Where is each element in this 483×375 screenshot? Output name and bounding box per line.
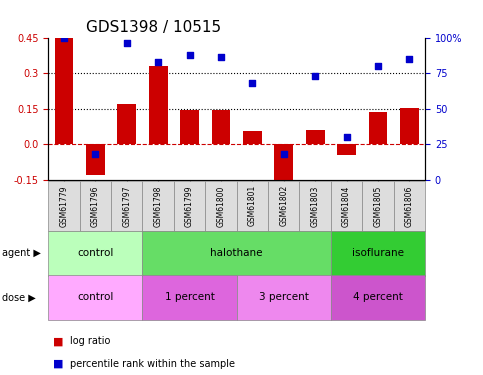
FancyBboxPatch shape [142,181,174,231]
Text: GSM61806: GSM61806 [405,185,414,226]
Bar [212,110,230,144]
Point [374,63,382,69]
Point [312,73,319,79]
FancyBboxPatch shape [237,275,331,320]
FancyBboxPatch shape [48,231,142,276]
FancyBboxPatch shape [174,181,205,231]
FancyBboxPatch shape [331,181,362,231]
Bar [149,66,168,144]
Text: GSM61797: GSM61797 [122,185,131,226]
FancyBboxPatch shape [268,181,299,231]
Bar [117,104,136,144]
Point [155,59,162,65]
Text: GSM61799: GSM61799 [185,185,194,226]
FancyBboxPatch shape [80,181,111,231]
Text: halothane: halothane [211,249,263,258]
Bar [337,144,356,155]
FancyBboxPatch shape [205,181,237,231]
Text: dose ▶: dose ▶ [2,292,36,302]
Bar [400,108,419,144]
Text: isoflurane: isoflurane [352,249,404,258]
FancyBboxPatch shape [331,231,425,276]
Text: ■: ■ [53,359,64,369]
Text: GSM61779: GSM61779 [59,185,69,226]
Text: control: control [77,292,114,302]
Point [406,56,413,62]
Text: 4 percent: 4 percent [353,292,403,302]
Text: GSM61802: GSM61802 [279,185,288,226]
FancyBboxPatch shape [48,275,142,320]
FancyBboxPatch shape [299,181,331,231]
Text: GSM61804: GSM61804 [342,185,351,226]
Text: GSM61798: GSM61798 [154,185,163,226]
Text: GSM61800: GSM61800 [216,185,226,226]
Text: 1 percent: 1 percent [165,292,214,302]
FancyBboxPatch shape [111,181,142,231]
Text: percentile rank within the sample: percentile rank within the sample [70,359,235,369]
Point [123,40,130,46]
FancyBboxPatch shape [394,181,425,231]
Bar [243,131,262,144]
Point [217,54,225,60]
Text: GSM61803: GSM61803 [311,185,320,226]
Point [92,152,99,157]
Text: log ratio: log ratio [70,336,111,346]
FancyBboxPatch shape [142,231,331,276]
Bar [86,144,105,175]
Text: GSM61805: GSM61805 [373,185,383,226]
FancyBboxPatch shape [142,275,237,320]
Point [280,152,288,157]
FancyBboxPatch shape [331,275,425,320]
Text: control: control [77,249,114,258]
Text: GDS1398 / 10515: GDS1398 / 10515 [86,20,221,35]
Text: GSM61796: GSM61796 [91,185,100,226]
FancyBboxPatch shape [362,181,394,231]
Bar [55,38,73,144]
Point [343,134,351,140]
Text: 3 percent: 3 percent [259,292,309,302]
Text: GSM61801: GSM61801 [248,185,257,226]
Bar [274,144,293,181]
Bar [369,112,387,144]
Bar [180,110,199,144]
Point [60,34,68,40]
FancyBboxPatch shape [48,181,80,231]
Point [249,80,256,86]
Bar [306,130,325,144]
Point [186,52,194,58]
FancyBboxPatch shape [237,181,268,231]
Text: agent ▶: agent ▶ [2,249,41,258]
Text: ■: ■ [53,336,64,346]
